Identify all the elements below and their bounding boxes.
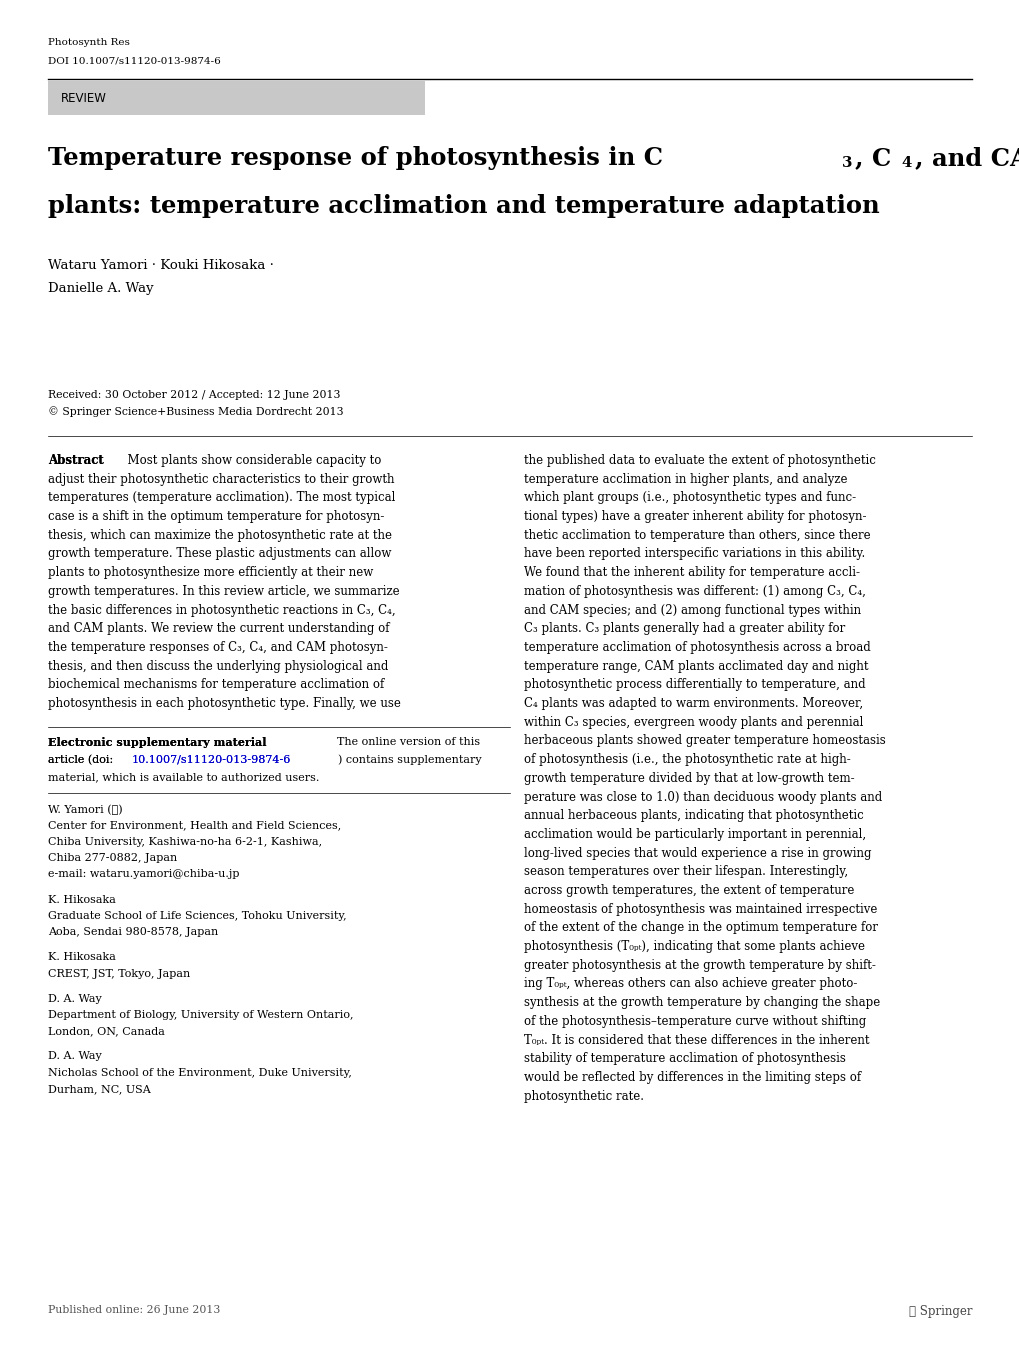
- Text: article (doi:: article (doi:: [48, 755, 113, 766]
- Text: , and CAM: , and CAM: [914, 146, 1019, 171]
- Text: temperature acclimation of photosynthesis across a broad: temperature acclimation of photosynthesi…: [524, 641, 870, 654]
- Text: The online version of this: The online version of this: [329, 737, 480, 748]
- Text: herbaceous plants showed greater temperature homeostasis: herbaceous plants showed greater tempera…: [524, 734, 886, 748]
- Text: Chiba University, Kashiwa-no-ha 6-2-1, Kashiwa,: Chiba University, Kashiwa-no-ha 6-2-1, K…: [48, 837, 322, 847]
- Text: ⑂ Springer: ⑂ Springer: [908, 1305, 971, 1318]
- Text: growth temperature. These plastic adjustments can allow: growth temperature. These plastic adjust…: [48, 547, 391, 561]
- Text: Chiba 277-0882, Japan: Chiba 277-0882, Japan: [48, 854, 177, 863]
- Text: which plant groups (i.e., photosynthetic types and func-: which plant groups (i.e., photosynthetic…: [524, 492, 856, 504]
- Text: REVIEW: REVIEW: [61, 92, 107, 104]
- Text: C₄ plants was adapted to warm environments. Moreover,: C₄ plants was adapted to warm environmen…: [524, 696, 862, 710]
- Text: thesis, and then discuss the underlying physiological and: thesis, and then discuss the underlying …: [48, 660, 388, 672]
- Text: plants to photosynthesize more efficiently at their new: plants to photosynthesize more efficient…: [48, 566, 373, 579]
- Text: case is a shift in the optimum temperature for photosyn-: case is a shift in the optimum temperatu…: [48, 509, 384, 523]
- Text: homeostasis of photosynthesis was maintained irrespective: homeostasis of photosynthesis was mainta…: [524, 902, 876, 916]
- Text: Graduate School of Life Sciences, Tohoku University,: Graduate School of Life Sciences, Tohoku…: [48, 911, 346, 921]
- Text: Center for Environment, Health and Field Sciences,: Center for Environment, Health and Field…: [48, 821, 341, 831]
- Text: 10.1007/s11120-013-9874-6: 10.1007/s11120-013-9874-6: [132, 755, 291, 764]
- Text: We found that the inherent ability for temperature accli-: We found that the inherent ability for t…: [524, 566, 859, 579]
- Text: Electronic supplementary material: Electronic supplementary material: [48, 737, 266, 748]
- Text: thetic acclimation to temperature than others, since there: thetic acclimation to temperature than o…: [524, 528, 870, 542]
- Text: have been reported interspecific variations in this ability.: have been reported interspecific variati…: [524, 547, 865, 561]
- Text: synthesis at the growth temperature by changing the shape: synthesis at the growth temperature by c…: [524, 996, 879, 1009]
- Text: stability of temperature acclimation of photosynthesis: stability of temperature acclimation of …: [524, 1053, 846, 1065]
- Text: K. Hikosaka: K. Hikosaka: [48, 953, 116, 962]
- Text: © Springer Science+Business Media Dordrecht 2013: © Springer Science+Business Media Dordre…: [48, 406, 343, 417]
- Text: the temperature responses of C₃, C₄, and CAM photosyn-: the temperature responses of C₃, C₄, and…: [48, 641, 387, 654]
- Text: Most plants show considerable capacity to: Most plants show considerable capacity t…: [120, 454, 381, 467]
- Text: tional types) have a greater inherent ability for photosyn-: tional types) have a greater inherent ab…: [524, 509, 866, 523]
- Text: the published data to evaluate the extent of photosynthetic: the published data to evaluate the exten…: [524, 454, 875, 467]
- Text: biochemical mechanisms for temperature acclimation of: biochemical mechanisms for temperature a…: [48, 679, 384, 691]
- Text: D. A. Way: D. A. Way: [48, 1051, 102, 1061]
- Text: and CAM species; and (2) among functional types within: and CAM species; and (2) among functiona…: [524, 603, 861, 617]
- Text: season temperatures over their lifespan. Interestingly,: season temperatures over their lifespan.…: [524, 866, 848, 878]
- Text: Nicholas School of the Environment, Duke University,: Nicholas School of the Environment, Duke…: [48, 1068, 352, 1077]
- Text: thesis, which can maximize the photosynthetic rate at the: thesis, which can maximize the photosynt…: [48, 528, 391, 542]
- Text: annual herbaceous plants, indicating that photosynthetic: annual herbaceous plants, indicating tha…: [524, 809, 863, 822]
- Text: Durham, NC, USA: Durham, NC, USA: [48, 1084, 151, 1093]
- Text: of photosynthesis (i.e., the photosynthetic rate at high-: of photosynthesis (i.e., the photosynthe…: [524, 753, 850, 766]
- Text: Abstract: Abstract: [48, 454, 104, 467]
- Text: temperatures (temperature acclimation). The most typical: temperatures (temperature acclimation). …: [48, 492, 395, 504]
- Text: Temperature response of photosynthesis in C: Temperature response of photosynthesis i…: [48, 146, 662, 171]
- Text: photosynthetic rate.: photosynthetic rate.: [524, 1089, 644, 1103]
- Text: within C₃ species, evergreen woody plants and perennial: within C₃ species, evergreen woody plant…: [524, 715, 863, 729]
- Text: and CAM plants. We review the current understanding of: and CAM plants. We review the current un…: [48, 622, 389, 635]
- Text: ing T₀ₚₜ, whereas others can also achieve greater photo-: ing T₀ₚₜ, whereas others can also achiev…: [524, 977, 857, 991]
- Text: Abstract: Abstract: [48, 454, 104, 467]
- Text: growth temperature divided by that at low-growth tem-: growth temperature divided by that at lo…: [524, 772, 854, 785]
- Text: growth temperatures. In this review article, we summarize: growth temperatures. In this review arti…: [48, 585, 399, 598]
- Bar: [48, 81, 425, 115]
- Text: 4: 4: [901, 156, 911, 169]
- Text: 3: 3: [841, 156, 851, 169]
- Text: greater photosynthesis at the growth temperature by shift-: greater photosynthesis at the growth tem…: [524, 959, 875, 972]
- Text: of the extent of the change in the optimum temperature for: of the extent of the change in the optim…: [524, 921, 877, 935]
- Text: Published online: 26 June 2013: Published online: 26 June 2013: [48, 1305, 220, 1314]
- Text: , C: , C: [854, 146, 891, 171]
- Text: plants: temperature acclimation and temperature adaptation: plants: temperature acclimation and temp…: [48, 194, 878, 218]
- Text: Electronic supplementary material: Electronic supplementary material: [48, 737, 266, 748]
- Text: e-mail: wataru.yamori@chiba-u.jp: e-mail: wataru.yamori@chiba-u.jp: [48, 870, 239, 879]
- Text: London, ON, Canada: London, ON, Canada: [48, 1026, 165, 1037]
- Text: perature was close to 1.0) than deciduous woody plants and: perature was close to 1.0) than deciduou…: [524, 790, 881, 804]
- Text: 10.1007/s11120-013-9874-6: 10.1007/s11120-013-9874-6: [132, 755, 291, 764]
- Text: photosynthesis in each photosynthetic type. Finally, we use: photosynthesis in each photosynthetic ty…: [48, 696, 400, 710]
- Text: Received: 30 October 2012 / Accepted: 12 June 2013: Received: 30 October 2012 / Accepted: 12…: [48, 390, 340, 400]
- Text: D. A. Way: D. A. Way: [48, 993, 102, 1004]
- Text: DOI 10.1007/s11120-013-9874-6: DOI 10.1007/s11120-013-9874-6: [48, 57, 220, 66]
- Text: material, which is available to authorized users.: material, which is available to authoriz…: [48, 772, 319, 782]
- Text: photosynthesis (T₀ₚₜ), indicating that some plants achieve: photosynthesis (T₀ₚₜ), indicating that s…: [524, 940, 864, 953]
- Text: acclimation would be particularly important in perennial,: acclimation would be particularly import…: [524, 828, 865, 841]
- Text: Wataru Yamori · Kouki Hikosaka ·: Wataru Yamori · Kouki Hikosaka ·: [48, 259, 273, 272]
- Text: W. Yamori (✉): W. Yamori (✉): [48, 805, 122, 814]
- Text: Danielle A. Way: Danielle A. Way: [48, 282, 154, 295]
- Text: temperature range, CAM plants acclimated day and night: temperature range, CAM plants acclimated…: [524, 660, 868, 672]
- Text: CREST, JST, Tokyo, Japan: CREST, JST, Tokyo, Japan: [48, 969, 190, 978]
- Text: of the photosynthesis–temperature curve without shifting: of the photosynthesis–temperature curve …: [524, 1015, 866, 1028]
- Text: Department of Biology, University of Western Ontario,: Department of Biology, University of Wes…: [48, 1009, 354, 1020]
- Text: K. Hikosaka: K. Hikosaka: [48, 894, 116, 905]
- Text: temperature acclimation in higher plants, and analyze: temperature acclimation in higher plants…: [524, 473, 847, 485]
- Text: Photosynth Res: Photosynth Res: [48, 38, 129, 47]
- Text: T₀ₚₜ. It is considered that these differences in the inherent: T₀ₚₜ. It is considered that these differ…: [524, 1034, 869, 1046]
- Text: across growth temperatures, the extent of temperature: across growth temperatures, the extent o…: [524, 883, 854, 897]
- Text: would be reflected by differences in the limiting steps of: would be reflected by differences in the…: [524, 1070, 861, 1084]
- Text: mation of photosynthesis was different: (1) among C₃, C₄,: mation of photosynthesis was different: …: [524, 585, 865, 598]
- Text: Aoba, Sendai 980-8578, Japan: Aoba, Sendai 980-8578, Japan: [48, 927, 218, 938]
- Text: the basic differences in photosynthetic reactions in C₃, C₄,: the basic differences in photosynthetic …: [48, 603, 395, 617]
- Text: long-lived species that would experience a rise in growing: long-lived species that would experience…: [524, 847, 871, 859]
- Text: photosynthetic process differentially to temperature, and: photosynthetic process differentially to…: [524, 679, 865, 691]
- Text: adjust their photosynthetic characteristics to their growth: adjust their photosynthetic characterist…: [48, 473, 394, 485]
- Text: article (doi:: article (doi:: [48, 755, 113, 766]
- Text: ) contains supplementary: ) contains supplementary: [337, 755, 481, 766]
- Text: C₃ plants. C₃ plants generally had a greater ability for: C₃ plants. C₃ plants generally had a gre…: [524, 622, 845, 635]
